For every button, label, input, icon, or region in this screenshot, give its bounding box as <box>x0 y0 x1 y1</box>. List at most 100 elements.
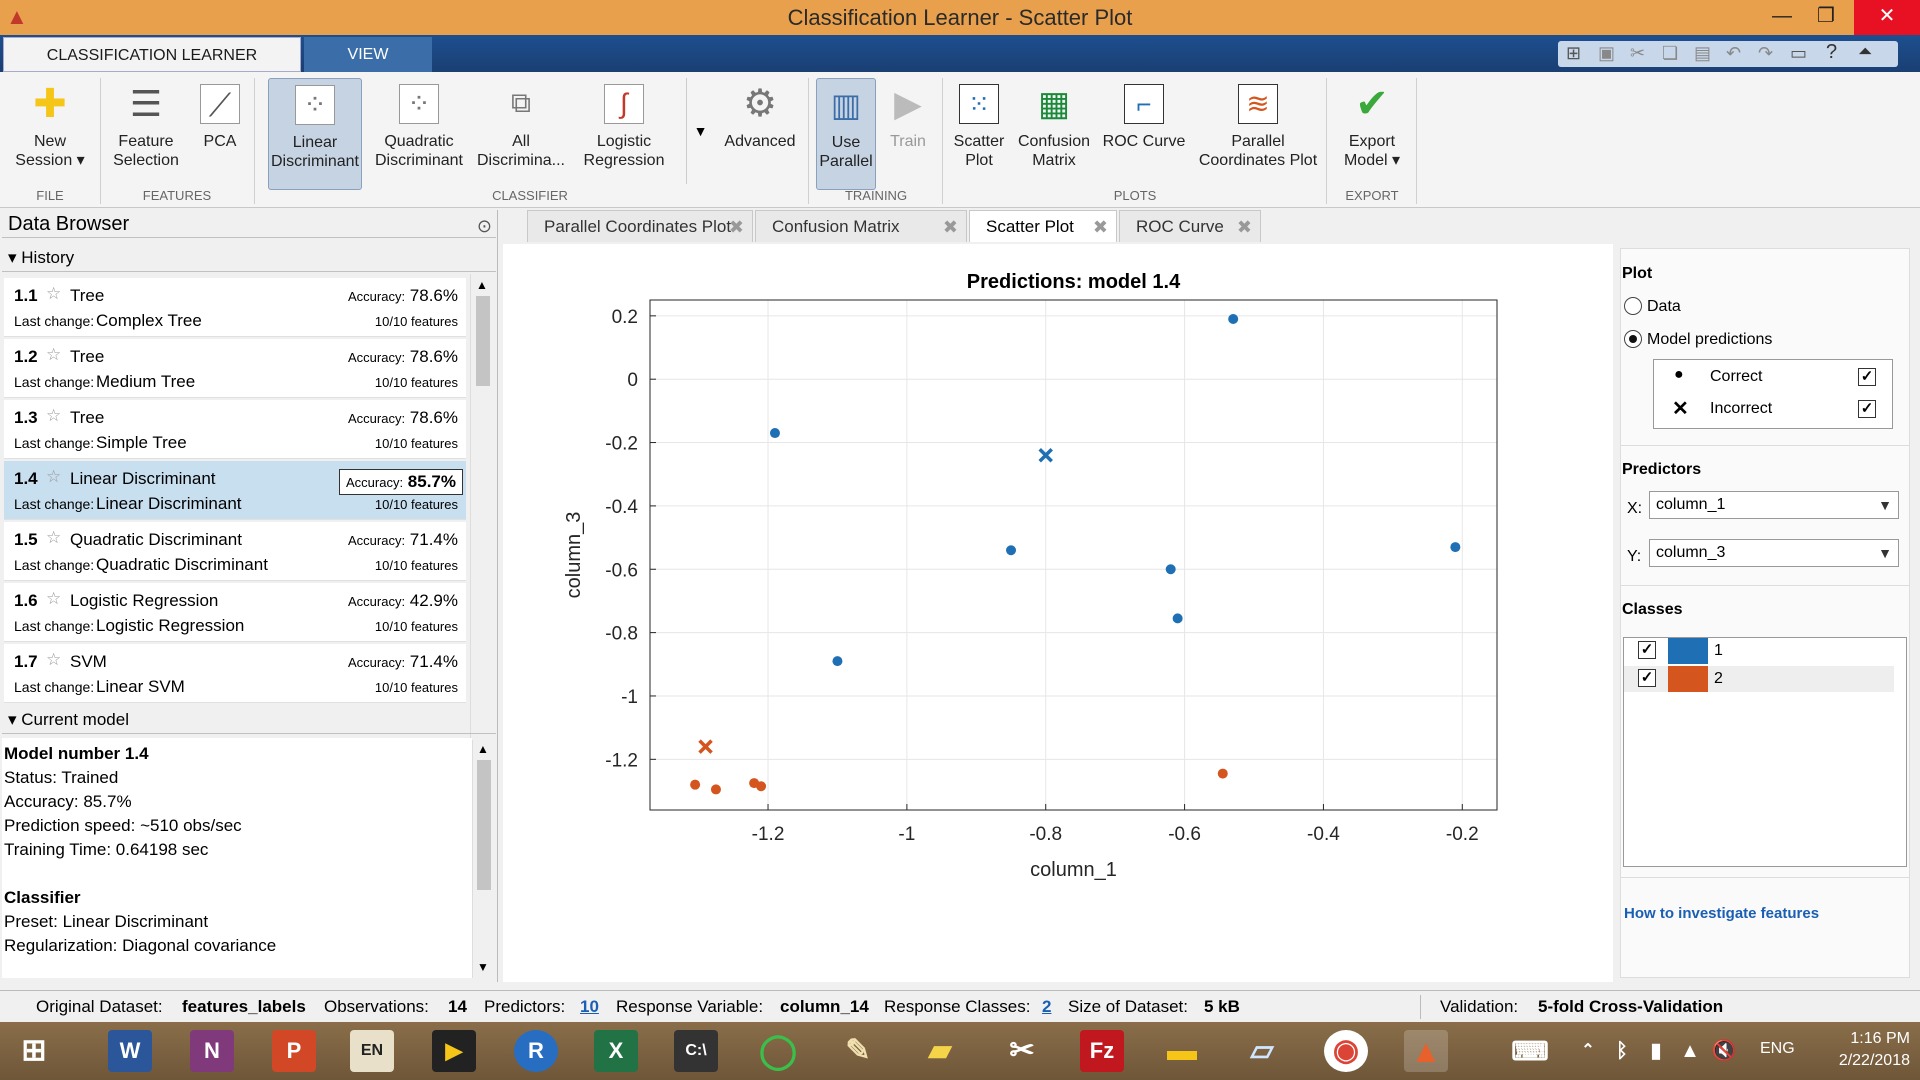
tab-roc-curve[interactable]: ROC Curve ✖ <box>1119 210 1261 242</box>
incorrect-checkbox[interactable]: ✓ <box>1858 400 1876 418</box>
r-icon[interactable]: R <box>514 1030 558 1072</box>
scroll-up-icon[interactable]: ▲ <box>476 278 488 292</box>
history-item[interactable]: 1.2 ☆ Tree Accuracy: 78.6% Last change: Mediu… <box>4 339 466 398</box>
clock-time[interactable]: 1:16 PM <box>1850 1030 1910 1047</box>
media-player-icon[interactable]: ▶ <box>432 1030 476 1072</box>
keyboard-icon[interactable]: ⌨ <box>1511 1036 1549 1066</box>
logistic-regression-button[interactable]: ∫ Logistic Regression <box>572 78 676 190</box>
powerpoint-icon[interactable]: P <box>272 1030 316 1072</box>
filezilla-icon[interactable]: Fz <box>1080 1030 1124 1072</box>
scroll-down-icon[interactable]: ▼ <box>477 960 489 974</box>
snipping-tool-icon[interactable]: ✂ <box>1009 1034 1035 1067</box>
language-indicator[interactable]: ENG <box>1760 1040 1795 1057</box>
history-item[interactable]: 1.4 ☆ Linear Discriminant Accuracy: 85.7% La… <box>4 461 466 520</box>
y-predictor-select[interactable]: column_3 ▼ <box>1649 539 1899 567</box>
tab-scatter-plot[interactable]: Scatter Plot ✖ <box>969 210 1117 242</box>
minimize-button[interactable]: — <box>1772 5 1792 27</box>
favorite-star-icon[interactable]: ☆ <box>46 650 62 669</box>
history-item[interactable]: 1.5 ☆ Quadratic Discriminant Accuracy: 71.4… <box>4 522 466 581</box>
class-2-color-swatch[interactable] <box>1668 666 1708 692</box>
favorite-star-icon[interactable]: ☆ <box>46 345 62 364</box>
class-2-checkbox[interactable]: ✓ <box>1638 669 1656 687</box>
class-1-checkbox[interactable]: ✓ <box>1638 641 1656 659</box>
predictors-link[interactable]: 10 <box>580 997 599 1016</box>
onenote-icon[interactable]: N <box>190 1030 234 1072</box>
help-icon[interactable]: ? <box>1826 41 1838 63</box>
history-item[interactable]: 1.6 ☆ Logistic Regression Accuracy: 42.9% La… <box>4 583 466 642</box>
history-item[interactable]: 1.3 ☆ Tree Accuracy: 78.6% Last change: Simpl… <box>4 400 466 459</box>
parallel-coordinates-plot-button[interactable]: ≋ Parallel Coordinates Plot <box>1196 78 1320 190</box>
tab-parallel-coordinates-plot[interactable]: Parallel Coordinates Plot ✖ <box>527 210 753 242</box>
quadratic-discriminant-button[interactable]: ⁘ Quadratic Discriminant <box>370 78 468 190</box>
collapse-ribbon-icon[interactable]: ⏶ <box>1858 41 1873 61</box>
new-icon[interactable]: ⊞ <box>1566 43 1582 63</box>
export-model-button[interactable]: ✔ Export Model ▾ <box>1343 82 1401 169</box>
word-icon[interactable]: W <box>108 1030 152 1072</box>
notes-icon[interactable]: ▱ <box>1250 1034 1274 1067</box>
history-item[interactable]: 1.7 ☆ SVM Accuracy: 71.4% Last change: Linear… <box>4 644 466 703</box>
roc-curve-button[interactable]: ⌐ ROC Curve <box>1098 78 1190 190</box>
excel-icon[interactable]: X <box>594 1030 638 1072</box>
correct-checkbox[interactable]: ✓ <box>1858 368 1876 386</box>
close-tab-icon[interactable]: ✖ <box>942 217 958 237</box>
x-predictor-select[interactable]: column_1 ▼ <box>1649 491 1899 519</box>
class-row-2[interactable]: ✓ 2 <box>1624 666 1894 692</box>
matlab-taskbar-icon[interactable]: ▲ <box>1404 1030 1448 1072</box>
undo-icon[interactable]: ↶ <box>1726 43 1742 63</box>
dictionary-icon[interactable]: EN <box>350 1030 394 1072</box>
close-tab-icon[interactable]: ✖ <box>1236 217 1252 237</box>
how-to-investigate-features-link[interactable]: How to investigate features <box>1624 905 1820 922</box>
tab-classification-learner[interactable]: CLASSIFICATION LEARNER <box>3 37 301 72</box>
model-predictions-radio[interactable] <box>1624 330 1642 348</box>
favorite-star-icon[interactable]: ☆ <box>46 467 62 486</box>
current-model-section-header[interactable]: ▾ Current model <box>2 706 496 734</box>
class-row-1[interactable]: ✓ 1 <box>1624 638 1894 664</box>
layout-icon[interactable]: ▭ <box>1790 43 1808 63</box>
copy-icon[interactable]: ❏ <box>1662 43 1679 63</box>
chrome-icon[interactable]: ◉ <box>1324 1030 1368 1072</box>
file-explorer-icon[interactable]: ▬ <box>1167 1034 1197 1067</box>
bluetooth-icon[interactable]: ᛒ <box>1616 1040 1628 1062</box>
use-parallel-button[interactable]: ▥ Use Parallel <box>816 78 876 190</box>
paste-icon[interactable]: ▤ <box>1694 43 1712 63</box>
new-session-button[interactable]: ✚ New Session ▾ <box>15 82 85 169</box>
redo-icon[interactable]: ↷ <box>1758 43 1774 63</box>
classifier-gallery-expand-button[interactable]: ▼ <box>686 78 714 184</box>
panel-menu-icon[interactable]: ⊙ <box>476 216 492 236</box>
maximize-button[interactable]: ❐ <box>1817 5 1835 27</box>
all-discriminants-button[interactable]: ⧉ All Discrimina... <box>474 78 568 190</box>
windows-start-icon[interactable]: ⊞ <box>21 1034 47 1067</box>
command-prompt-icon[interactable]: C:\ <box>674 1030 718 1072</box>
close-button[interactable]: ✕ <box>1854 0 1920 35</box>
data-radio[interactable] <box>1624 297 1642 315</box>
favorite-star-icon[interactable]: ☆ <box>46 589 62 608</box>
linear-discriminant-button[interactable]: ⁘ Linear Discriminant <box>268 78 362 190</box>
scrollbar-thumb[interactable] <box>477 760 491 890</box>
volume-muted-icon[interactable]: 🔇 <box>1711 1040 1737 1062</box>
confusion-matrix-button[interactable]: ▦ Confusion Matrix <box>1017 85 1091 169</box>
close-tab-icon[interactable]: ✖ <box>1092 217 1108 237</box>
scroll-up-icon[interactable]: ▲ <box>477 742 489 756</box>
clock-date[interactable]: 2/22/2018 <box>1838 1052 1910 1069</box>
network-icon[interactable]: ▲ <box>1680 1040 1700 1062</box>
advanced-button[interactable]: ⚙ Advanced <box>724 83 796 150</box>
response-classes-link[interactable]: 2 <box>1042 997 1052 1016</box>
paint-icon[interactable]: ✎ <box>845 1034 871 1067</box>
show-hidden-icons-icon[interactable]: ⌃ <box>1581 1042 1595 1059</box>
feature-selection-button[interactable]: ☰ Feature Selection <box>113 83 179 170</box>
class-1-color-swatch[interactable] <box>1668 638 1708 664</box>
scrollbar-thumb[interactable] <box>476 296 490 386</box>
history-item[interactable]: 1.1 ☆ Tree Accuracy: 78.6% Last change: Compl… <box>4 278 466 337</box>
tab-confusion-matrix[interactable]: Confusion Matrix ✖ <box>755 210 967 242</box>
scatter-plot-chart[interactable]: -1.2 -1 -0.8 -0.6 -0.4 -0.2 0.2 0 -0.2 -0.4 -0.6 -0… <box>503 244 1613 982</box>
favorite-star-icon[interactable]: ☆ <box>46 284 62 303</box>
sticky-notes-icon[interactable]: ▰ <box>928 1034 952 1067</box>
scatter-plot-button[interactable]: ⁙ Scatter Plot <box>948 78 1010 190</box>
train-button[interactable]: ▶ Train <box>880 78 936 190</box>
current-model-scrollbar[interactable]: ▲ ▼ <box>472 740 494 978</box>
favorite-star-icon[interactable]: ☆ <box>46 528 62 547</box>
save-icon[interactable]: ▣ <box>1598 43 1616 63</box>
favorite-star-icon[interactable]: ☆ <box>46 406 62 425</box>
pca-button[interactable]: ⟋ PCA <box>190 78 250 190</box>
close-tab-icon[interactable]: ✖ <box>728 217 744 237</box>
